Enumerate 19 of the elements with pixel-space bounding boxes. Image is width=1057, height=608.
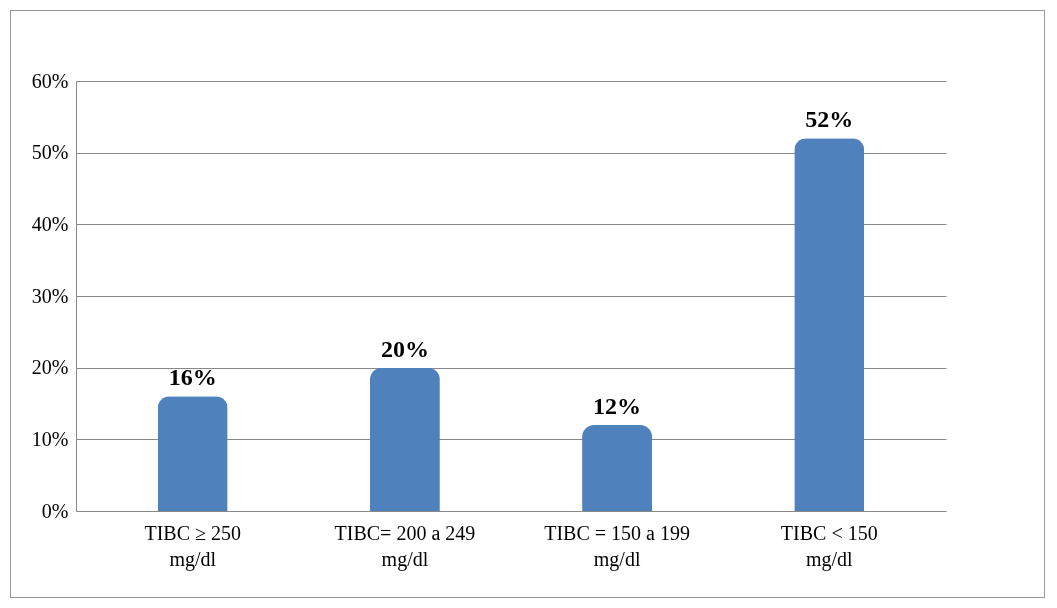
y-tick-label: 40% <box>31 212 69 235</box>
data-label: 20% <box>380 335 429 362</box>
data-label: 52% <box>805 106 854 133</box>
y-tick-label: 10% <box>31 427 69 450</box>
data-label: 16% <box>168 364 217 391</box>
y-tick-label: 30% <box>31 284 69 307</box>
y-tick-label: 0% <box>41 499 69 522</box>
x-tick-label: TIBC= 200 a 249 mg/dl <box>334 521 476 571</box>
y-tick-label: 60% <box>31 69 69 92</box>
bar <box>157 396 228 511</box>
data-label: 12% <box>593 393 642 419</box>
bar <box>582 425 653 511</box>
x-tick-label: TIBC ≥ 250 mg/dl <box>144 521 241 571</box>
y-tick-label: 20% <box>31 356 69 379</box>
x-tick-label: TIBC < 150 mg/dl <box>780 521 878 571</box>
bar <box>794 138 865 511</box>
x-tick-label: TIBC = 150 a 199 mg/dl <box>544 521 690 571</box>
y-tick-label: 50% <box>31 141 69 164</box>
bar <box>369 367 440 511</box>
